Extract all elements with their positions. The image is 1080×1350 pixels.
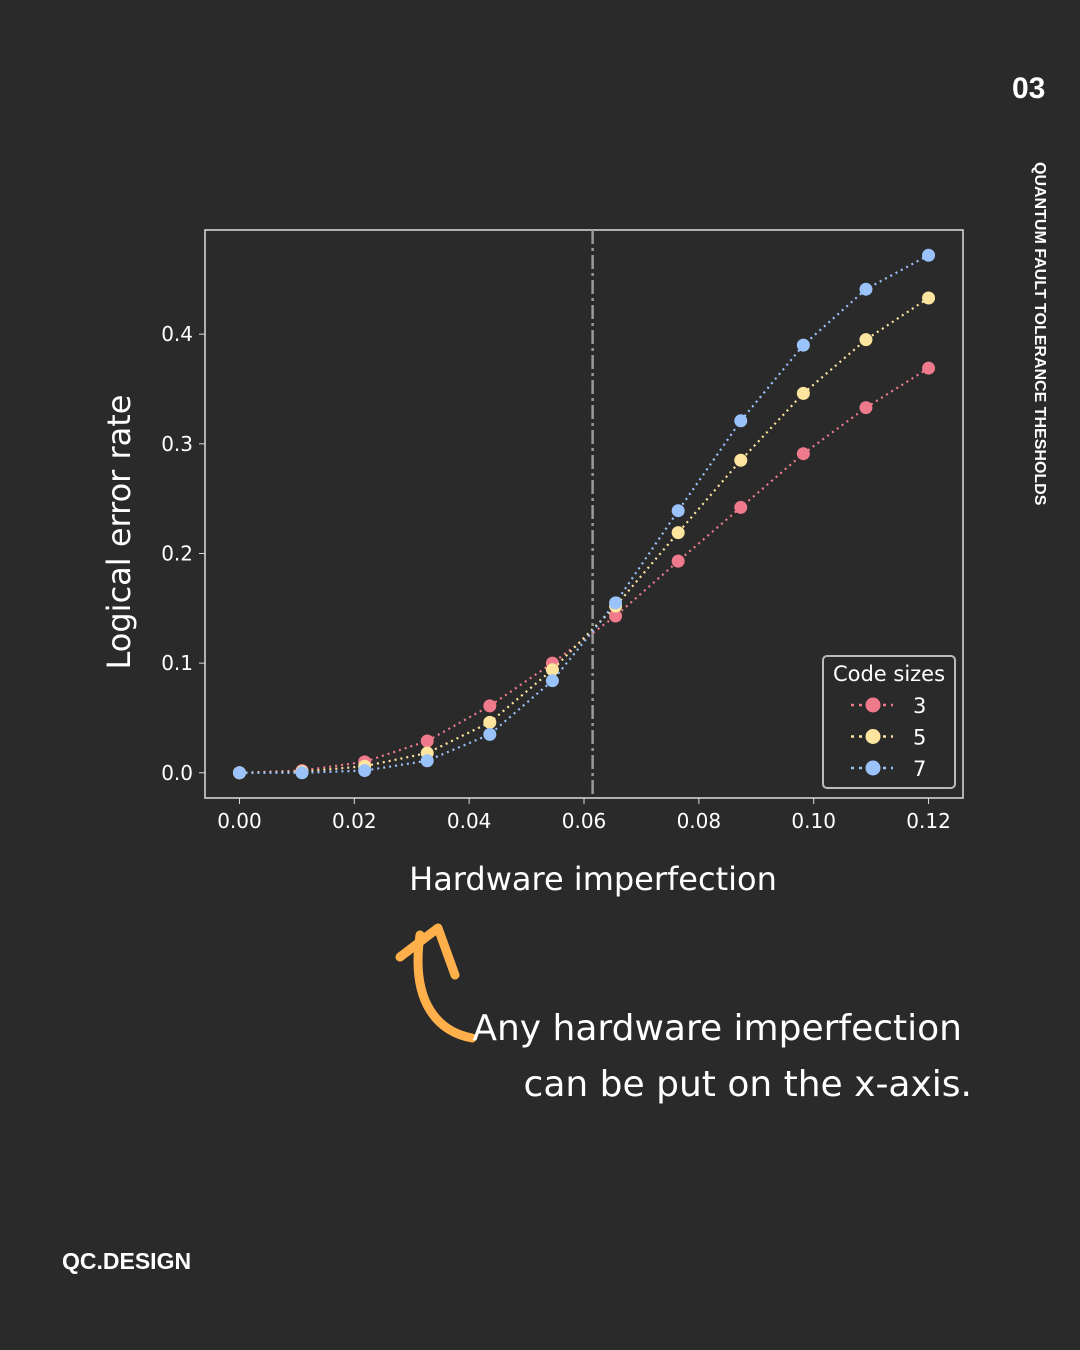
data-point-7 (232, 766, 246, 780)
legend-marker-5 (865, 729, 881, 744)
data-point-3 (420, 734, 434, 748)
data-point-5 (545, 663, 559, 677)
x-tick-label: 0.10 (791, 809, 836, 833)
legend-marker-7 (865, 760, 881, 776)
data-point-5 (734, 453, 748, 467)
data-point-7 (734, 414, 748, 428)
data-point-7 (295, 766, 309, 780)
data-point-7 (922, 248, 936, 262)
chart: 0.00 0.02 0.04 0.06 0.08 0.10 0.12 0.0 0.1 0.2 0.3… (100, 229, 964, 898)
series-line-3 (239, 367, 930, 774)
data-point-7 (859, 282, 873, 296)
x-tick-label: 0.12 (906, 809, 951, 833)
legend-marker-3 (865, 697, 881, 713)
x-tick-label: 0.06 (562, 809, 607, 833)
x-tick-label: 0.02 (332, 809, 377, 833)
data-point-5 (859, 333, 873, 347)
series-line-5 (239, 297, 930, 774)
legend: Code sizes 3 5 7 (822, 655, 956, 789)
data-point-3 (922, 361, 936, 375)
x-tick-label: 0.04 (447, 809, 492, 833)
data-point-3 (734, 500, 748, 514)
y-tick-label: 0.1 (161, 651, 193, 675)
data-point-7 (671, 504, 685, 518)
data-point-5 (922, 291, 936, 305)
legend-label-7: 7 (913, 757, 926, 781)
legend-label-5: 5 (913, 726, 926, 750)
y-tick-label: 0.4 (161, 322, 193, 346)
data-point-3 (483, 699, 497, 713)
data-point-5 (483, 715, 497, 729)
x-tick-label: 0.08 (677, 809, 722, 833)
data-point-7 (796, 338, 810, 352)
data-point-5 (671, 526, 685, 540)
data-point-7 (483, 727, 497, 741)
data-point-3 (796, 447, 810, 461)
series-line-7 (239, 254, 930, 774)
annotation-line-1: Any hardware imperfection (472, 1008, 962, 1049)
data-point-7 (545, 674, 559, 688)
data-point-3 (671, 554, 685, 568)
brand-logo: QC.DESIGN (62, 1248, 192, 1274)
data-point-7 (420, 754, 434, 768)
y-tick-label: 0.0 (161, 761, 193, 785)
annotation-line-2: can be put on the x-axis. (523, 1064, 972, 1105)
page-number: 03 (1012, 72, 1046, 105)
y-tick-label: 0.2 (161, 541, 193, 565)
x-tick-label: 0.00 (217, 809, 262, 833)
data-point-5 (796, 386, 810, 400)
data-point-3 (859, 401, 873, 415)
y-tick-label: 0.3 (161, 432, 193, 456)
arrow-icon (395, 923, 477, 1043)
data-point-3 (609, 609, 623, 623)
y-axis-label: Logical error rate (100, 395, 138, 670)
data-point-7 (609, 596, 623, 610)
legend-title: Code sizes (833, 662, 945, 686)
legend-label-3: 3 (913, 694, 926, 718)
x-axis-label: Hardware imperfection (409, 860, 777, 898)
data-point-7 (358, 764, 372, 778)
